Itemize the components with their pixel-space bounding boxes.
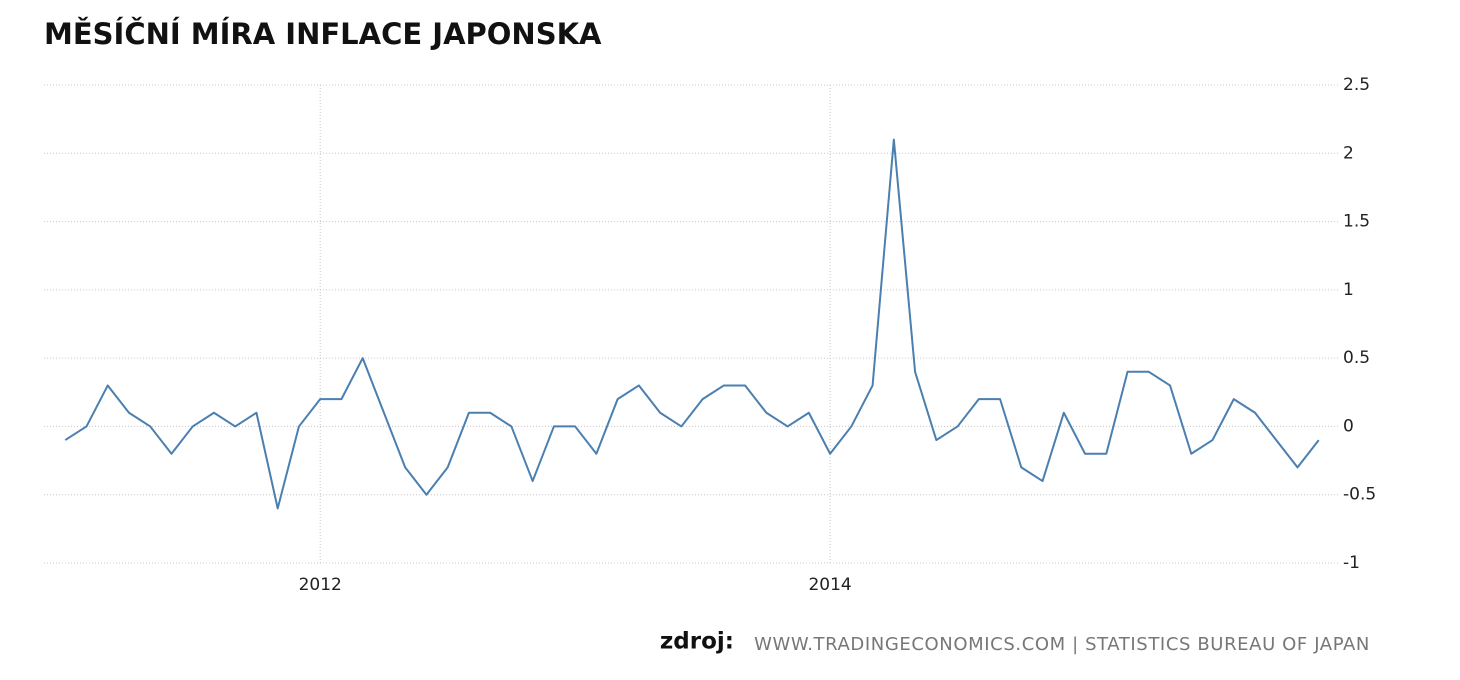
y-tick-label: 1 [1343, 280, 1354, 300]
x-tick-label: 2012 [299, 575, 342, 595]
source-label: zdroj: [660, 629, 734, 655]
source: WWW.TRADINGECONOMICS.COM | STATISTICS BU… [754, 634, 1370, 655]
y-tick-label: 2.5 [1343, 75, 1370, 95]
y-tick-label: -1 [1343, 553, 1360, 573]
y-tick-label: 0.5 [1343, 348, 1370, 368]
line [64, 138, 1320, 510]
y-tick-label: -0.5 [1343, 485, 1376, 505]
y-tick-label: 2 [1343, 143, 1354, 163]
y-tick-label: 1.5 [1343, 212, 1370, 232]
chart-title: MĚSÍČNÍ MÍRA INFLACE JAPONSKA [44, 17, 602, 51]
x-tick-label: 2014 [808, 575, 851, 595]
y-tick-label: 0 [1343, 416, 1354, 436]
